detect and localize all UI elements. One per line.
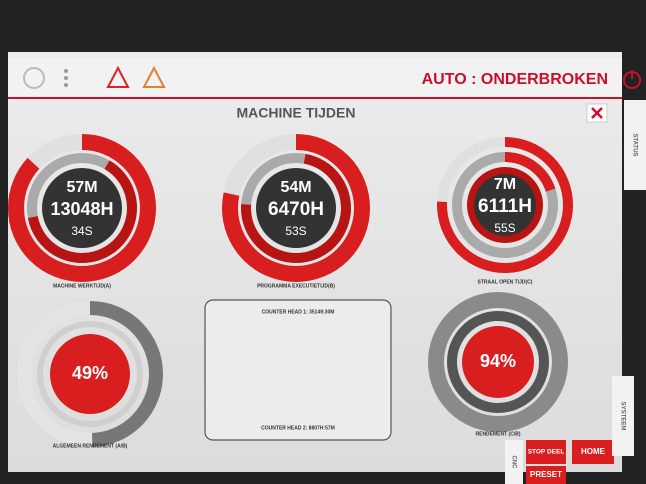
efficiency-value: 94% [480,351,516,371]
panel-title: MACHINE TIJDEN [236,105,355,121]
gauge-hours: 6111H [478,196,532,217]
gauge-hours: 13048H [50,199,113,219]
gauge-seconds: 53S [285,224,306,238]
gauge-seconds: 55S [494,221,515,235]
efficiency-label: ALGEMEEN RENDEMENT (A/B) [53,443,128,449]
gauge-label: STRAAL OPEN TIJD(C) [478,279,533,285]
counter-box [205,300,391,440]
efficiency-value: 49% [72,363,108,383]
status-text: AUTO : ONDERBROKEN [422,71,608,88]
gauge-minutes: 7M [494,176,516,193]
button-label[interactable]: STOP DEEL [528,449,565,456]
screen: AUTO : ONDERBROKEN MACHINE TIJDEN [0,0,646,484]
close-button[interactable] [587,104,607,122]
side-tab-label[interactable]: SYSTEEM [619,402,625,431]
gauge-hours: 6470H [268,199,324,220]
button-label[interactable]: PRESET [530,470,562,479]
side-tab-label[interactable]: STATUS [631,133,637,156]
gauge-minutes: 57M [66,179,97,196]
page: AUTO : ONDERBROKEN MACHINE TIJDEN [0,0,646,484]
efficiency-label: RENDEMENT (C/B) [476,431,521,437]
gauge-minutes: 54M [280,179,311,196]
gauge-label: PROGRAMMA EXECUTIETIJD(B) [257,283,335,289]
button-label[interactable]: HOME [581,447,606,456]
gauge-label: MACHINE WERKTIJD(A) [53,283,111,289]
side-tab-label[interactable]: CNC [510,456,516,470]
counter-text: COUNTER HEAD 2: 8807H:57M [261,425,335,431]
counter-text: COUNTER HEAD 1: 35149:30M [262,309,335,315]
menu-dots[interactable] [64,69,68,87]
gauge-seconds: 34S [71,224,92,238]
